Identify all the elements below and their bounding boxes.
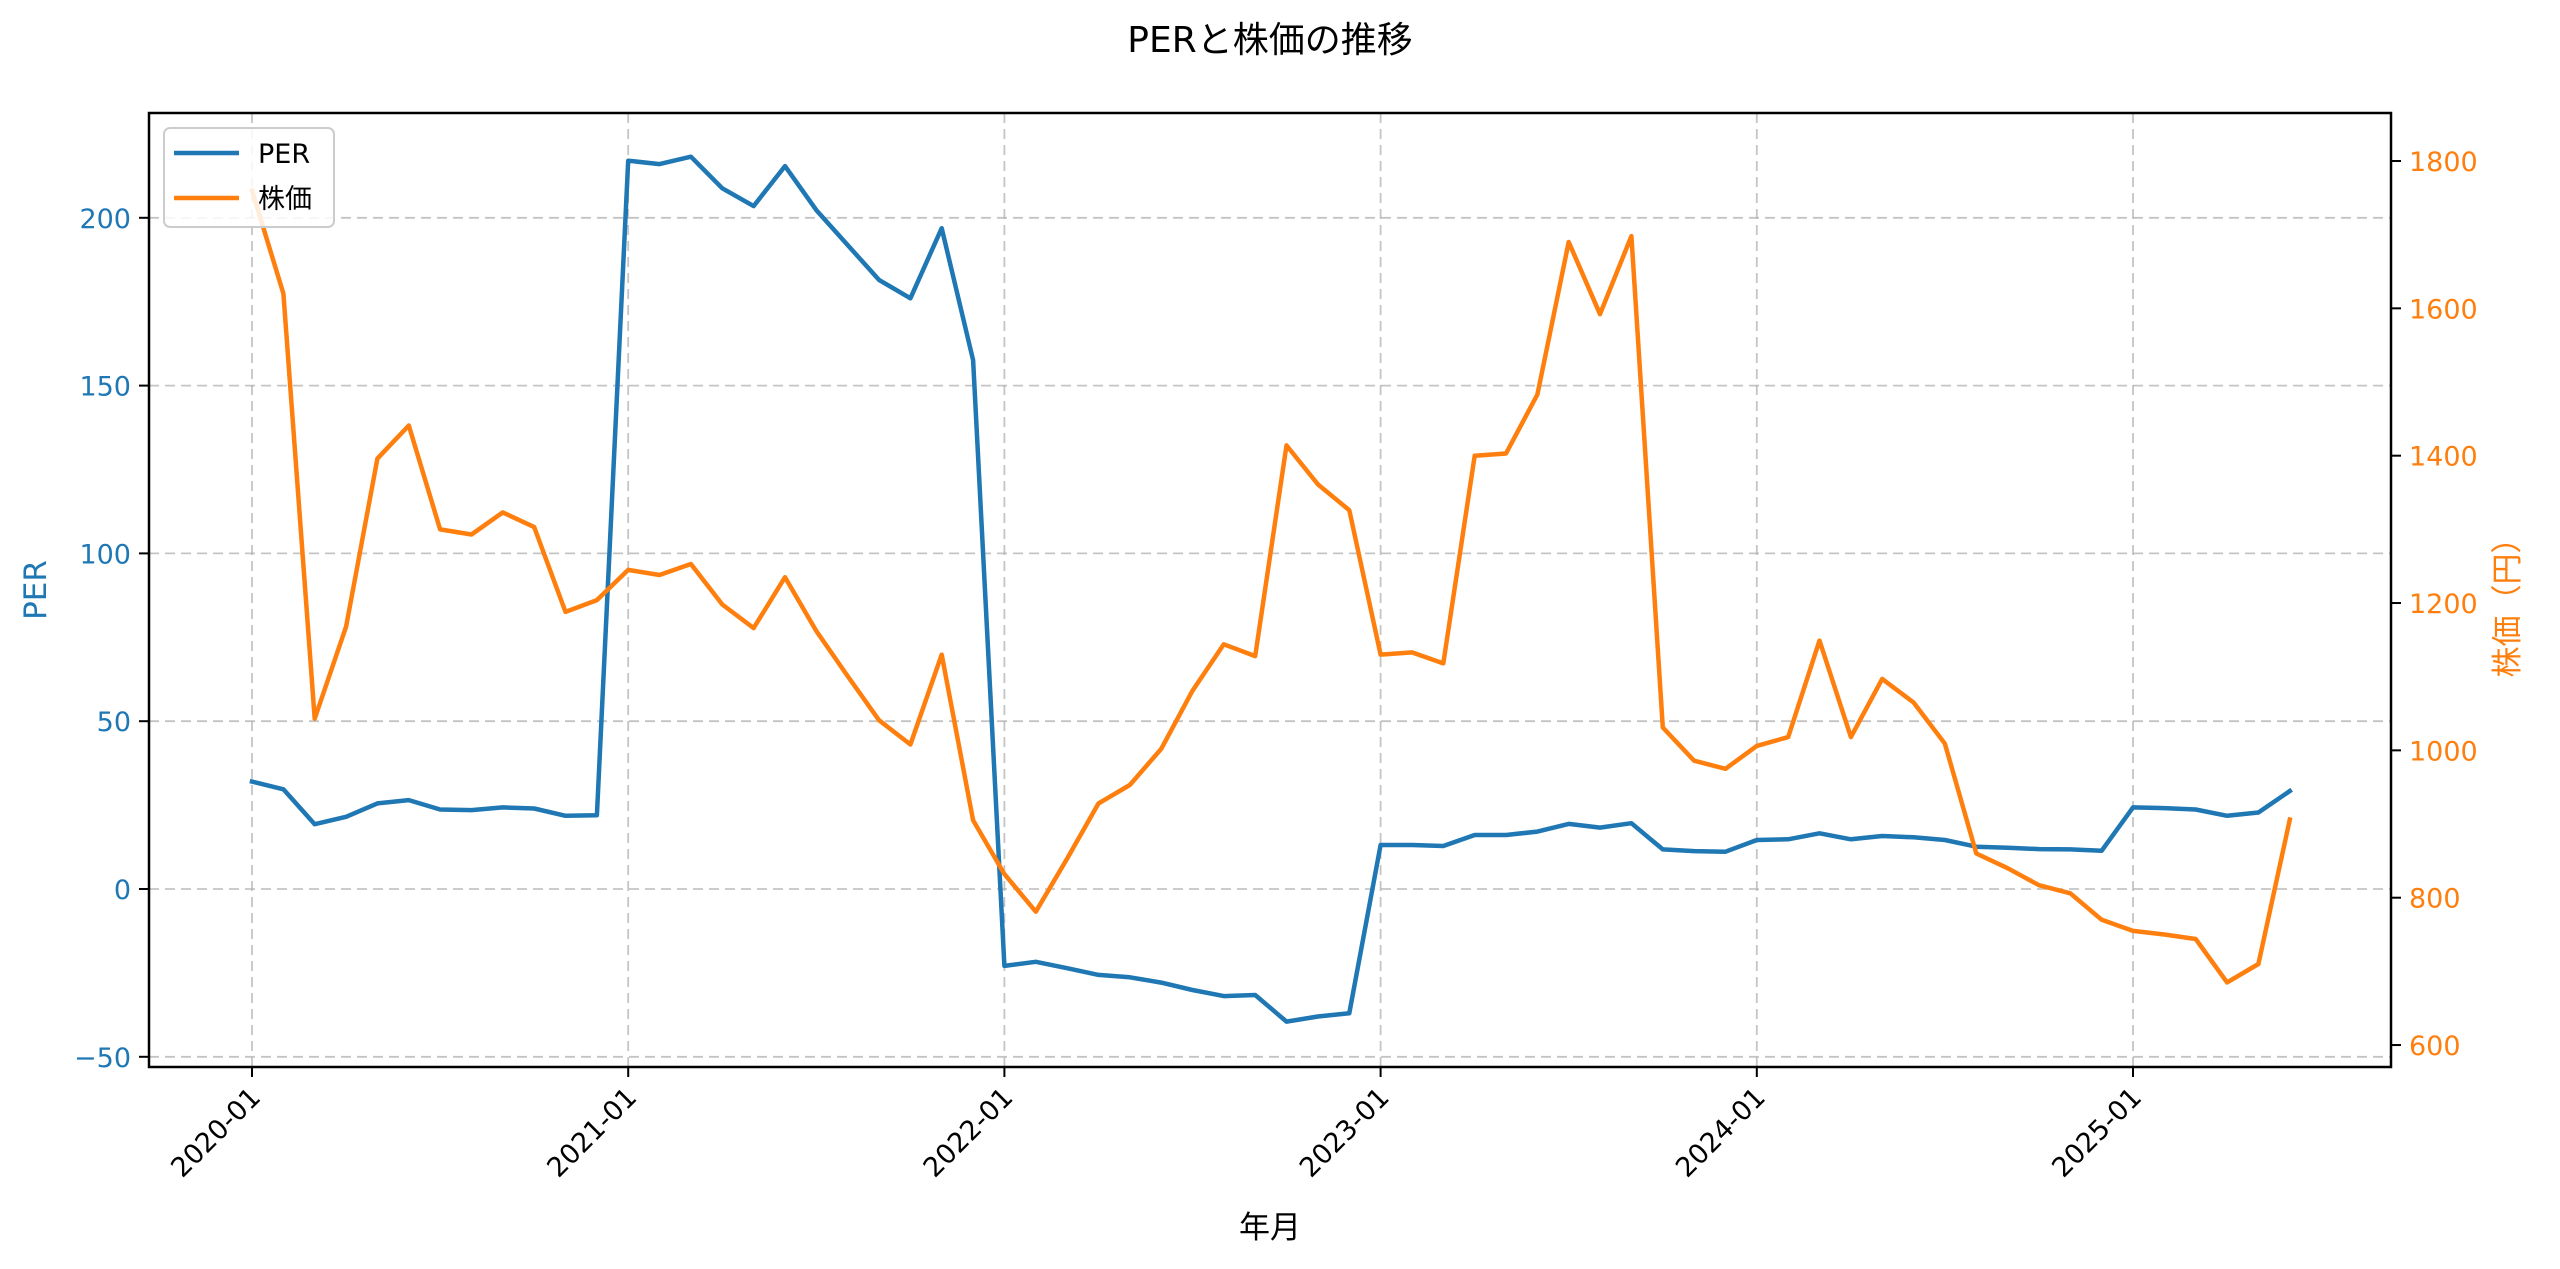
tick-label-left: 100 bbox=[79, 539, 131, 570]
series-lines bbox=[249, 154, 2293, 1024]
tick-label-x: 2025-01 bbox=[2046, 1082, 2148, 1184]
tick-label-left: 150 bbox=[79, 372, 131, 403]
tick-label-left: 50 bbox=[97, 707, 131, 738]
tick-label-right: 1600 bbox=[2409, 294, 2478, 325]
legend-label-per: PER bbox=[258, 139, 310, 170]
tick-label-right: 1200 bbox=[2409, 589, 2478, 620]
tick-label-right: 800 bbox=[2409, 884, 2461, 915]
tick-label-right: 1000 bbox=[2409, 736, 2478, 767]
tick-label-left: 0 bbox=[114, 875, 131, 906]
tick-label-x: 2023-01 bbox=[1294, 1082, 1396, 1184]
stock-price-line bbox=[249, 187, 2293, 985]
left-y-axis: −50 0 50 100 150 200 bbox=[74, 204, 149, 1074]
gridlines bbox=[149, 113, 2391, 1067]
legend-label-price: 株価 bbox=[258, 184, 312, 215]
y-axis-left-label: PER bbox=[18, 560, 54, 620]
tick-label-left: 200 bbox=[79, 204, 131, 235]
legend: PER 株価 bbox=[163, 127, 335, 228]
tick-label-left: −50 bbox=[74, 1043, 131, 1074]
tick-label-x: 2020-01 bbox=[165, 1082, 267, 1184]
tick-label-right: 1800 bbox=[2409, 147, 2478, 178]
tick-label-x: 2024-01 bbox=[1670, 1082, 1772, 1184]
tick-label-right: 600 bbox=[2409, 1031, 2461, 1062]
per-line bbox=[249, 154, 2293, 1024]
right-y-axis: 600 800 1000 1200 1400 1600 1800 bbox=[2391, 147, 2478, 1062]
chart-title: PERと株価の推移 bbox=[1127, 20, 1412, 61]
x-axis-label: 年月 bbox=[1239, 1210, 1301, 1246]
tick-label-x: 2021-01 bbox=[541, 1082, 643, 1184]
y-axis-right-label: 株価（円） bbox=[2490, 523, 2526, 678]
plot-frame bbox=[147, 111, 2393, 1069]
x-axis: 2020-01 2021-01 2022-01 2023-01 2024-01 2025-… bbox=[165, 1067, 2148, 1184]
tick-label-x: 2022-01 bbox=[918, 1082, 1020, 1184]
tick-label-right: 1400 bbox=[2409, 442, 2478, 473]
